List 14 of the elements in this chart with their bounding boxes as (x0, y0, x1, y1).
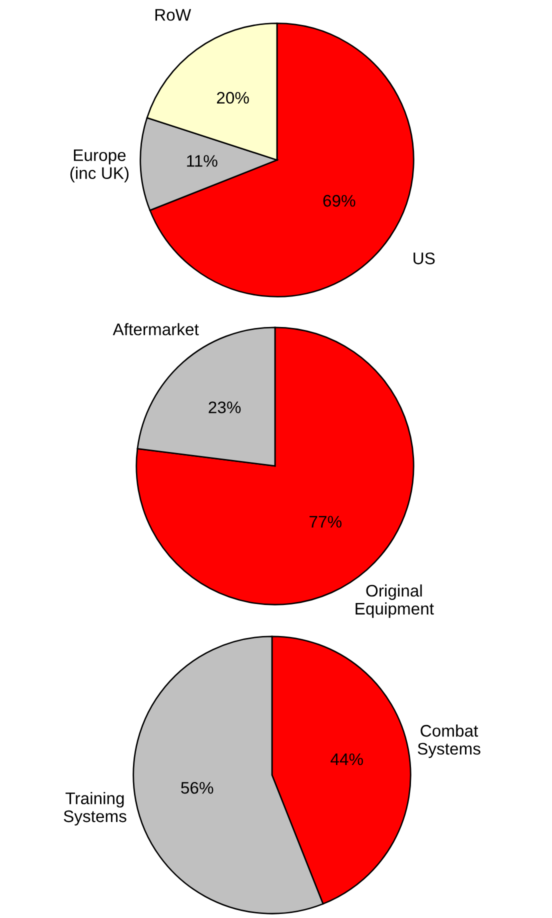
slice-label: Aftermarket (112, 323, 199, 336)
data-label: 23% (208, 401, 241, 414)
slice-label: Europe (inc UK) (70, 149, 129, 182)
data-label: 11% (187, 155, 218, 167)
slice-label: RoW (155, 9, 192, 21)
data-label: 69% (323, 194, 356, 207)
data-label: 44% (330, 753, 363, 766)
slice-label: Combat Systems (418, 724, 480, 758)
slice-label: Original Equipment (356, 584, 434, 618)
data-label: 20% (216, 92, 249, 104)
slice-label: US (414, 252, 435, 264)
slice-label: Training Systems (64, 792, 126, 826)
data-label: 56% (181, 782, 214, 794)
data-label: 77% (310, 516, 342, 528)
